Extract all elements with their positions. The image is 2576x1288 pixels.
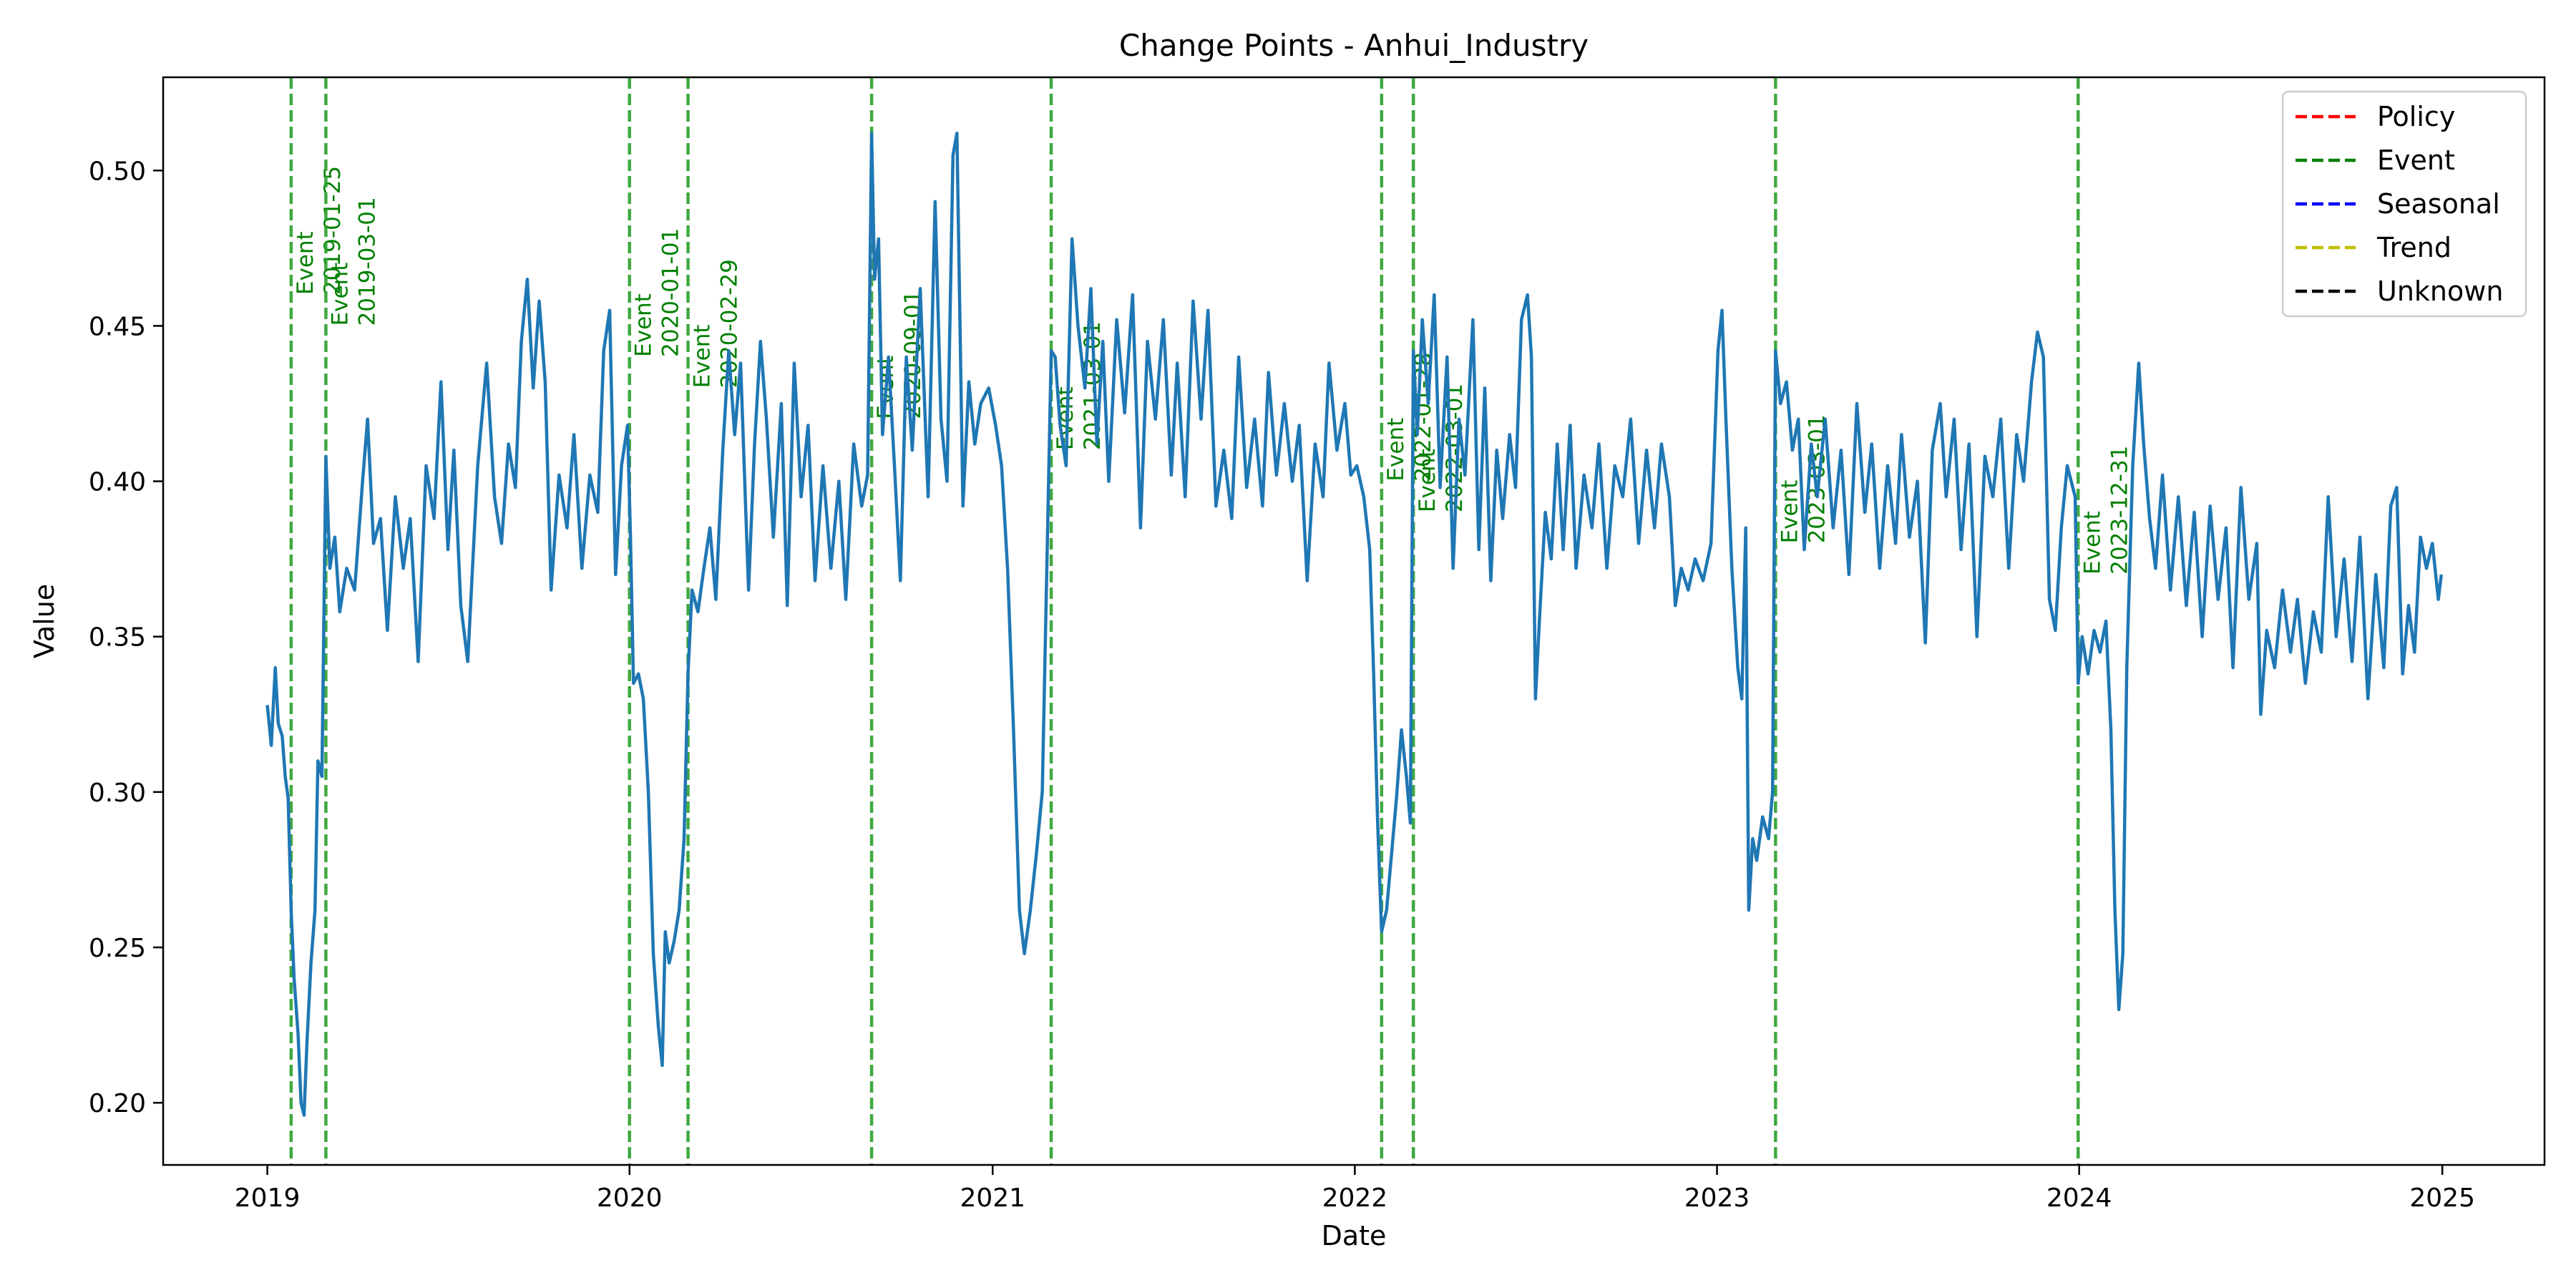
x-tick-label: 2022: [1322, 1184, 1388, 1213]
series-line: [265, 131, 2444, 1117]
x-tick-label: 2023: [1684, 1184, 1750, 1213]
change-point-date-label: 2019-01-25: [320, 166, 346, 295]
y-tick-label: 0.35: [89, 623, 146, 653]
x-tick-label: 2021: [960, 1184, 1025, 1213]
chart-title: Change Points - Anhui_Industry: [1119, 28, 1589, 63]
change-point-type-label: Event: [327, 263, 353, 326]
legend-box: [2281, 90, 2527, 318]
change-point-date-label: 2020-01-01: [658, 228, 684, 357]
x-axis-label: Date: [1322, 1220, 1387, 1252]
y-tick-label: 0.25: [89, 934, 146, 963]
legend: Policy Event Seasonal Trend Unknown: [2281, 90, 2527, 318]
change-point-type-label: Event: [1777, 480, 1802, 544]
x-tick-label: 2024: [2046, 1184, 2112, 1213]
legend-label: Unknown: [2377, 275, 2503, 307]
legend-label: Policy: [2377, 101, 2455, 132]
y-axis: 0.20 0.25 0.30 0.35 0.40 0.45 0.50: [89, 157, 163, 1118]
change-point-date-label: 2023-12-31: [2107, 446, 2132, 575]
legend-label: Seasonal: [2377, 188, 2500, 220]
y-tick-label: 0.40: [89, 468, 146, 497]
change-point-type-label: Event: [1383, 418, 1409, 482]
y-axis-label: Value: [29, 584, 60, 658]
legend-label: Trend: [2376, 232, 2451, 263]
y-tick-label: 0.30: [89, 779, 146, 808]
y-tick-label: 0.20: [89, 1089, 146, 1118]
x-tick-label: 2020: [597, 1184, 663, 1213]
change-point-type-label: Event: [690, 324, 716, 388]
x-axis: 2019 2020 2021 2022 2023 2024 2025: [235, 1165, 2475, 1213]
x-tick-label: 2019: [235, 1184, 301, 1213]
legend-label: Event: [2377, 145, 2455, 176]
y-tick-label: 0.50: [89, 157, 146, 186]
axes-frame: [162, 76, 2546, 1166]
change-point-date-label: 2019-03-01: [354, 197, 380, 326]
x-tick-label: 2025: [2409, 1184, 2475, 1213]
change-point-type-label: Event: [2079, 511, 2105, 575]
change-point-type-label: Event: [631, 293, 657, 357]
y-tick-label: 0.45: [89, 312, 146, 341]
change-point-type-label: Event: [293, 231, 318, 295]
change-point-type-label: Event: [1415, 449, 1440, 512]
